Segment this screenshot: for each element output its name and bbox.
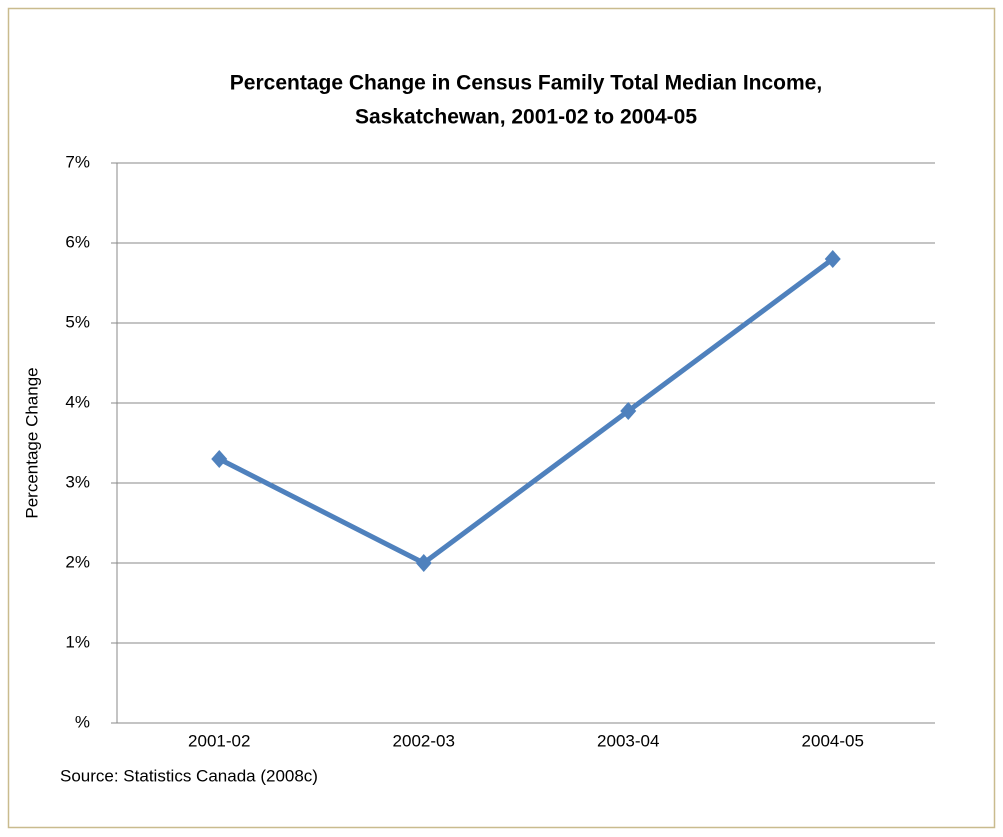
y-tick-label: 4% xyxy=(65,392,90,411)
y-tick-label: 2% xyxy=(65,552,90,571)
y-tick-label: 3% xyxy=(65,472,90,491)
data-point xyxy=(211,450,228,468)
y-tick-label: 5% xyxy=(65,312,90,331)
data-point xyxy=(620,402,637,420)
data-point xyxy=(824,250,841,268)
chart-title: Percentage Change in Census Family Total… xyxy=(230,72,822,95)
x-tick-label: 2003-04 xyxy=(597,731,659,750)
x-tick-label: 2001-02 xyxy=(188,731,250,750)
chart-title: Saskatchewan, 2001-02 to 2004-05 xyxy=(355,106,697,129)
data-point xyxy=(415,554,432,572)
y-tick-label: 7% xyxy=(65,152,90,171)
data-line xyxy=(218,256,835,566)
y-tick-label: 1% xyxy=(65,632,90,651)
chart-border xyxy=(7,7,996,829)
y-tick-label: % xyxy=(75,712,90,731)
y-tick-label: 6% xyxy=(65,232,90,251)
source-note: Source: Statistics Canada (2008c) xyxy=(60,766,318,785)
x-tick-label: 2004-05 xyxy=(802,731,864,750)
x-tick-label: 2002-03 xyxy=(393,731,455,750)
y-axis-label: Percentage Change xyxy=(22,367,41,518)
